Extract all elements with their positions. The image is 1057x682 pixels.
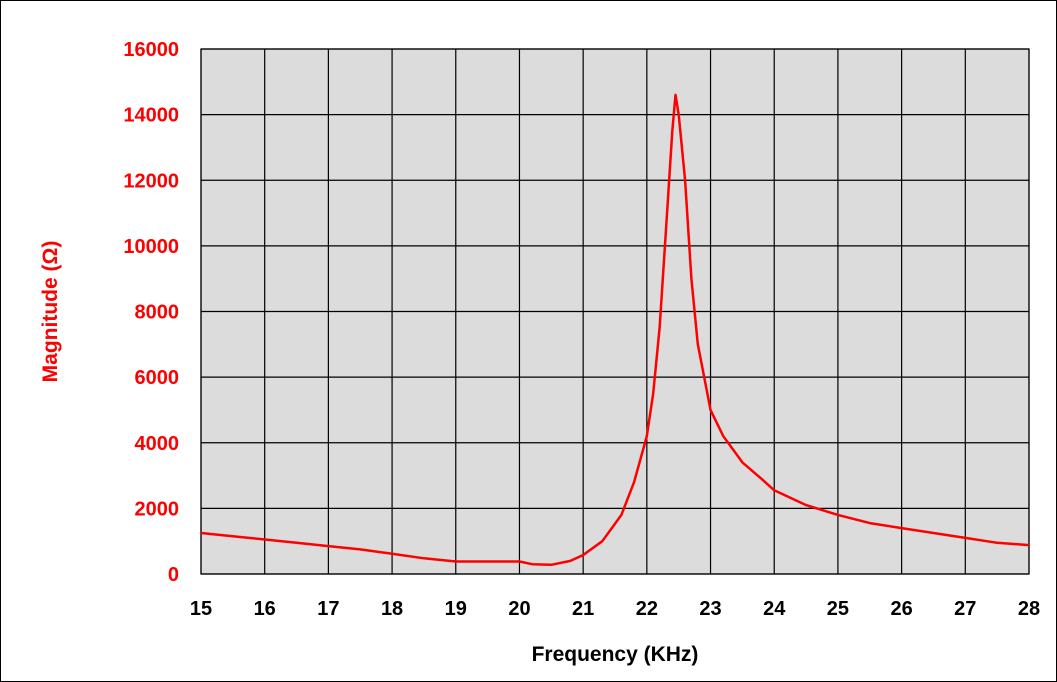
- y-tick-label: 10000: [123, 236, 179, 258]
- x-tick-label: 15: [190, 598, 212, 620]
- y-tick-label: 16000: [123, 39, 179, 61]
- x-tick-label: 22: [636, 598, 658, 620]
- x-tick-label: 17: [317, 598, 339, 620]
- y-tick-label: 12000: [123, 170, 179, 192]
- x-tick-labels: 15 16 17 18 19 20 21 22 23 24 25 26 27 28: [190, 598, 1040, 620]
- y-tick-label: 8000: [135, 302, 180, 324]
- x-tick-label: 26: [890, 598, 912, 620]
- x-tick-label: 18: [381, 598, 403, 620]
- series-layer: [200, 93, 1030, 567]
- x-tick-label: 21: [572, 598, 594, 620]
- y-tick-label: 4000: [135, 433, 180, 455]
- grid: [200, 48, 1030, 575]
- x-tick-label: 16: [254, 598, 276, 620]
- y-tick-label: 2000: [135, 498, 180, 520]
- series-line: [200, 93, 1030, 567]
- y-tick-label: 6000: [135, 367, 180, 389]
- y-axis-label: Magnitude (Ω): [39, 241, 62, 383]
- x-tick-label: 28: [1018, 598, 1040, 620]
- x-tick-label: 20: [508, 598, 530, 620]
- x-tick-label: 19: [445, 598, 467, 620]
- y-tick-label: 14000: [123, 105, 179, 127]
- y-tick-labels: 0 2000 4000 6000 8000 10000 12000 14000 16000: [123, 39, 179, 586]
- x-tick-label: 24: [763, 598, 786, 620]
- x-tick-label: 25: [827, 598, 849, 620]
- x-tick-label: 23: [699, 598, 721, 620]
- x-axis-label: Frequency (KHz): [532, 643, 699, 666]
- y-tick-label: 0: [168, 564, 179, 586]
- x-tick-label: 27: [954, 598, 976, 620]
